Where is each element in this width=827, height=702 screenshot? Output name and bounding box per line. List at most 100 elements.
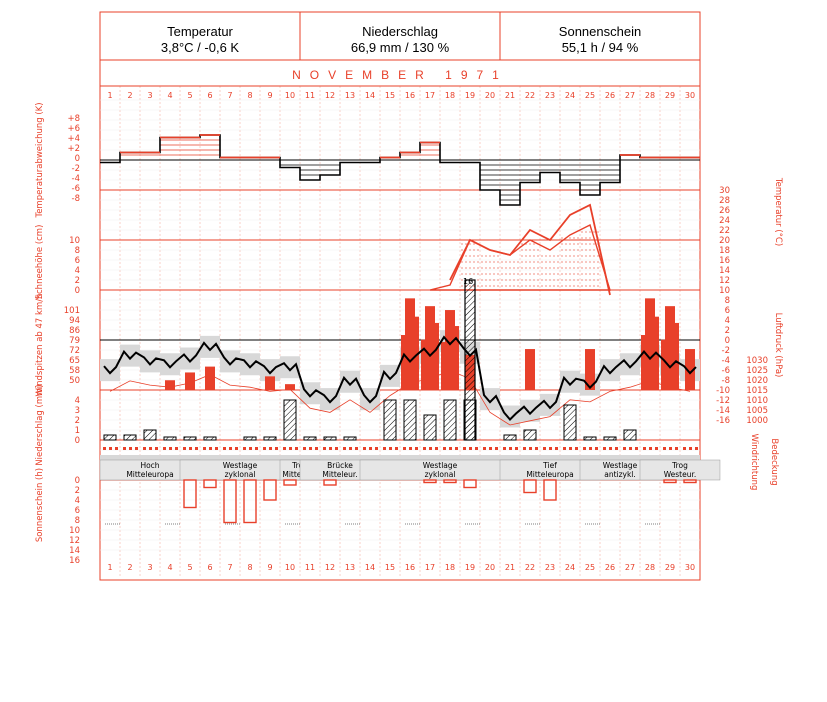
day-label: 19 <box>465 91 475 100</box>
snow-dot <box>485 285 487 287</box>
snow-dot <box>581 261 583 263</box>
snow-dot <box>581 255 583 257</box>
cloud-cover-mark <box>335 447 338 450</box>
snow-dot <box>477 273 479 275</box>
snow-dot <box>517 279 519 281</box>
cloud-cover-mark <box>349 447 352 450</box>
day-label: 13 <box>345 563 355 572</box>
cloud-cover-mark <box>355 447 358 450</box>
wind-gust-bar <box>675 322 679 390</box>
snow-dot <box>533 267 535 269</box>
snow-dot <box>529 285 531 287</box>
precipitation-bar <box>323 436 337 441</box>
snow-dot <box>533 261 535 263</box>
snow-dot <box>597 267 599 269</box>
temperature-anomaly-bar <box>400 153 420 161</box>
snow-dot <box>537 249 539 251</box>
tick-label: 1010 <box>746 396 768 406</box>
snow-dot <box>577 261 579 263</box>
snow-dot <box>497 255 499 257</box>
snow-dot <box>537 255 539 257</box>
wind-gust-bar <box>645 298 655 390</box>
snow-dot <box>541 261 543 263</box>
temperature-anomaly-bar <box>520 160 540 183</box>
snow-dot <box>489 279 491 281</box>
snow-dot <box>561 261 563 263</box>
day-label: 29 <box>665 91 675 100</box>
cloud-cover-mark <box>255 447 258 450</box>
day-label: 10 <box>285 563 295 572</box>
tick-label: 6 <box>75 256 80 266</box>
sunshine-bar <box>243 479 257 524</box>
snow-dot <box>465 243 467 245</box>
day-label: 23 <box>545 563 555 572</box>
precipitation-bar <box>123 434 137 441</box>
snow-dot <box>497 279 499 281</box>
day-label: 4 <box>167 563 172 572</box>
weather-type-label: antizykl. <box>604 470 636 479</box>
snow-dot <box>533 279 535 281</box>
day-label: 22 <box>525 91 535 100</box>
snow-dot <box>513 273 515 275</box>
day-label: 27 <box>625 563 635 572</box>
chart-frame <box>99 11 701 581</box>
snow-dot <box>581 273 583 275</box>
day-label: 1 <box>107 563 112 572</box>
snow-dot <box>585 237 587 239</box>
snow-dot <box>489 261 491 263</box>
snow-dot <box>485 261 487 263</box>
weather-type-label: Westlage <box>603 461 638 470</box>
tick-label: 1020 <box>746 376 768 386</box>
snow-dot <box>553 261 555 263</box>
snow-dot <box>545 279 547 281</box>
snow-dot <box>501 285 503 287</box>
day-label: 28 <box>645 91 655 100</box>
snow-dot <box>541 255 543 257</box>
axis-label-precipitation: Niederschlag (mm) <box>35 384 45 465</box>
day-label: 19 <box>465 563 475 572</box>
sunshine-bar <box>423 479 437 484</box>
day-label: 24 <box>565 91 575 100</box>
precipitation-bar <box>283 399 297 441</box>
wind-gust-bar <box>405 298 415 390</box>
tick-label: 8 <box>75 516 80 526</box>
cloud-cover-mark <box>129 447 132 450</box>
temperature-anomaly-bar <box>120 153 140 161</box>
snow-dot <box>585 279 587 281</box>
day-label: 28 <box>645 563 655 572</box>
snow-dot <box>557 267 559 269</box>
cloud-cover-mark <box>595 447 598 450</box>
temperature-anomaly-bar <box>560 160 580 183</box>
cloud-cover-mark <box>315 447 318 450</box>
cloud-cover-mark <box>669 447 672 450</box>
cloud-cover-mark <box>243 447 246 450</box>
day-label: 13 <box>345 91 355 100</box>
day-label: 20 <box>485 91 495 100</box>
snow-dot <box>589 279 591 281</box>
snow-dot <box>545 273 547 275</box>
day-label: 8 <box>247 91 252 100</box>
snow-dot <box>529 255 531 257</box>
axis-label-wind-direction: Windrichtung <box>749 434 759 491</box>
snow-dot <box>529 279 531 281</box>
snow-dot <box>521 279 523 281</box>
tick-label: 1000 <box>746 416 768 426</box>
snow-dot <box>525 279 527 281</box>
cloud-cover-mark <box>263 447 266 450</box>
snow-dot <box>481 279 483 281</box>
snow-dot <box>493 255 495 257</box>
weather-type-label: Brücke <box>327 461 353 470</box>
tick-label: 4 <box>75 496 80 506</box>
cloud-cover-mark <box>223 447 226 450</box>
wind-gust-bar <box>525 349 535 390</box>
cloud-cover-mark <box>275 447 278 450</box>
snow-dot <box>589 231 591 233</box>
day-label: 24 <box>565 563 575 572</box>
cloud-cover-mark <box>683 447 686 450</box>
header-sunshine-value: 55,1 h / 94 % <box>562 40 639 55</box>
pressure-range-band <box>100 330 700 428</box>
temperature-anomaly-bar <box>500 160 520 205</box>
tick-label: -10 <box>716 386 730 396</box>
snow-dot <box>549 279 551 281</box>
day-label: 14 <box>365 91 375 100</box>
